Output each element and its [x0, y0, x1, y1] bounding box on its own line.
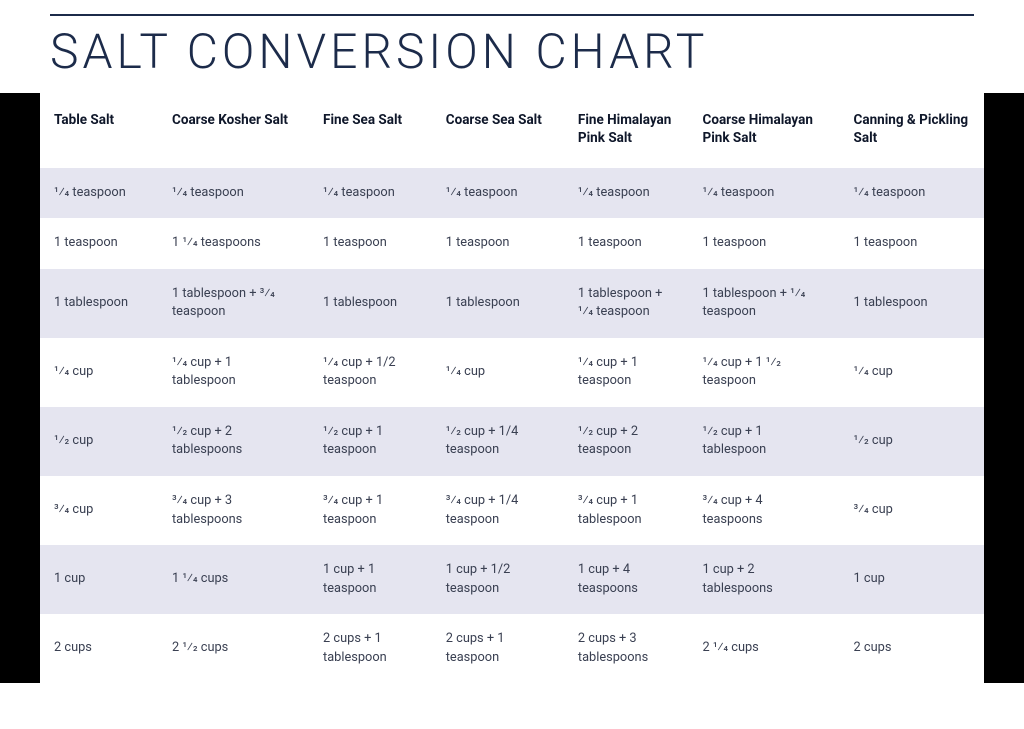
table-cell: 1 teaspoon [40, 218, 158, 269]
table-body: 1⁄4 teaspoon 1⁄4 teaspoon 1⁄4 teaspoon 1… [40, 168, 984, 684]
col-header: Coarse Sea Salt [432, 93, 564, 167]
table-cell: 2 cups + 1 teaspoon [432, 614, 564, 683]
table-cell: 1⁄2 cup [840, 407, 984, 476]
table-cell: 1⁄4 cup [40, 338, 158, 407]
table-cell: 2 1⁄4 cups [689, 614, 840, 683]
table-cell: 1⁄4 cup + 1/2 teaspoon [309, 338, 432, 407]
table-cell: 1 cup [840, 545, 984, 614]
table-cell: 3⁄4 cup + 1/4 teaspoon [432, 476, 564, 545]
table-cell: 1 tablespoon [40, 269, 158, 338]
table-cell: 1 cup + 4 teaspoons [564, 545, 689, 614]
table-row: 1⁄2 cup 1⁄2 cup + 2 tablespoons 1⁄2 cup … [40, 407, 984, 476]
page: SALT CONVERSION CHART Table Salt Coarse … [0, 0, 1024, 729]
table-cell: 1⁄2 cup + 1 tablespoon [689, 407, 840, 476]
table-cell: 1⁄4 teaspoon [564, 168, 689, 219]
table-cell: 1⁄4 cup [432, 338, 564, 407]
table-cell: 2 cups + 1 tablespoon [309, 614, 432, 683]
table-cell: 1 tablespoon + 3⁄4 teaspoon [158, 269, 309, 338]
table-cell: 2 1⁄2 cups [158, 614, 309, 683]
table-cell: 1 tablespoon + 1⁄4 teaspoon [689, 269, 840, 338]
table-cell: 1⁄4 cup + 1 tablespoon [158, 338, 309, 407]
table-cell: 1⁄2 cup + 1/4 teaspoon [432, 407, 564, 476]
table-cell: 3⁄4 cup [40, 476, 158, 545]
table-cell: 1 1⁄4 cups [158, 545, 309, 614]
table-row: 2 cups 2 1⁄2 cups 2 cups + 1 tablespoon … [40, 614, 984, 683]
table-cell: 1⁄4 teaspoon [309, 168, 432, 219]
table-cell: 1⁄2 cup [40, 407, 158, 476]
table-row: 1 cup 1 1⁄4 cups 1 cup + 1 teaspoon 1 cu… [40, 545, 984, 614]
table-cell: 1⁄4 teaspoon [689, 168, 840, 219]
table-cell: 1 teaspoon [564, 218, 689, 269]
table-header: Table Salt Coarse Kosher Salt Fine Sea S… [40, 93, 984, 167]
table-cell: 2 cups [840, 614, 984, 683]
table-cell: 1⁄2 cup + 2 tablespoons [158, 407, 309, 476]
table-cell: 3⁄4 cup [840, 476, 984, 545]
table-cell: 1 tablespoon + 1⁄4 teaspoon [564, 269, 689, 338]
table-cell: 1 tablespoon [432, 269, 564, 338]
table-header-row: Table Salt Coarse Kosher Salt Fine Sea S… [40, 93, 984, 167]
table-row: 1⁄4 teaspoon 1⁄4 teaspoon 1⁄4 teaspoon 1… [40, 168, 984, 219]
table-cell: 1⁄2 cup + 1 teaspoon [309, 407, 432, 476]
table-row: 3⁄4 cup 3⁄4 cup + 3 tablespoons 3⁄4 cup … [40, 476, 984, 545]
table-cell: 1 cup + 2 tablespoons [689, 545, 840, 614]
table-cell: 2 cups [40, 614, 158, 683]
table-cell: 1⁄4 teaspoon [432, 168, 564, 219]
table-cell: 1 teaspoon [432, 218, 564, 269]
table-cell: 1⁄4 cup + 1 teaspoon [564, 338, 689, 407]
table-cell: 1 teaspoon [840, 218, 984, 269]
conversion-table: Table Salt Coarse Kosher Salt Fine Sea S… [40, 93, 984, 683]
table-row: 1 teaspoon 1 1⁄4 teaspoons 1 teaspoon 1 … [40, 218, 984, 269]
table-cell: 1 cup + 1 teaspoon [309, 545, 432, 614]
table-card: Table Salt Coarse Kosher Salt Fine Sea S… [40, 93, 984, 683]
table-cell: 1⁄4 teaspoon [40, 168, 158, 219]
table-cell: 1⁄4 cup [840, 338, 984, 407]
col-header: Fine Himalayan Pink Salt [564, 93, 689, 167]
table-cell: 1 tablespoon [840, 269, 984, 338]
col-header: Coarse Kosher Salt [158, 93, 309, 167]
table-row: 1 tablespoon 1 tablespoon + 3⁄4 teaspoon… [40, 269, 984, 338]
table-cell: 1 cup + 1/2 teaspoon [432, 545, 564, 614]
table-cell: 1 cup [40, 545, 158, 614]
table-cell: 1 1⁄4 teaspoons [158, 218, 309, 269]
table-cell: 3⁄4 cup + 3 tablespoons [158, 476, 309, 545]
table-cell: 3⁄4 cup + 1 tablespoon [564, 476, 689, 545]
table-cell: 1 teaspoon [309, 218, 432, 269]
table-cell: 3⁄4 cup + 4 teaspoons [689, 476, 840, 545]
table-zone: Table Salt Coarse Kosher Salt Fine Sea S… [0, 93, 1024, 683]
title-section: SALT CONVERSION CHART [0, 14, 1024, 79]
col-header: Fine Sea Salt [309, 93, 432, 167]
table-cell: 1⁄2 cup + 2 teaspoon [564, 407, 689, 476]
col-header: Coarse Himalayan Pink Salt [689, 93, 840, 167]
page-title: SALT CONVERSION CHART [50, 24, 974, 79]
col-header: Table Salt [40, 93, 158, 167]
table-cell: 2 cups + 3 tablespoons [564, 614, 689, 683]
col-header: Canning & Pickling Salt [840, 93, 984, 167]
table-cell: 1 tablespoon [309, 269, 432, 338]
table-cell: 1⁄4 teaspoon [840, 168, 984, 219]
top-rule [50, 14, 974, 16]
table-cell: 1⁄4 teaspoon [158, 168, 309, 219]
table-row: 1⁄4 cup 1⁄4 cup + 1 tablespoon 1⁄4 cup +… [40, 338, 984, 407]
table-cell: 1 teaspoon [689, 218, 840, 269]
table-cell: 3⁄4 cup + 1 teaspoon [309, 476, 432, 545]
table-cell: 1⁄4 cup + 1 1⁄2 teaspoon [689, 338, 840, 407]
